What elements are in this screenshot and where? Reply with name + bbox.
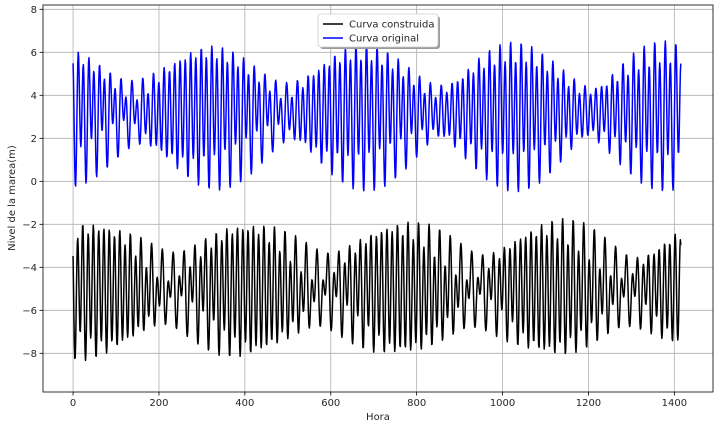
y-axis-label: Nivel de la marea(m) [7,145,18,251]
y-tick-label: −8 [22,349,37,360]
y-tick-label: 6 [31,48,37,59]
plot-frame [42,4,714,393]
y-tick-label: −2 [22,220,37,231]
legend-box [317,13,439,48]
x-tick-label: 600 [321,398,340,409]
x-tick-label: 1200 [576,398,601,409]
series-layer [72,40,682,362]
axis-ticks: 0 200 400 600 800 1000 1200 1400 −8 −6 −4 −2 0 2 4 6 8 [22,5,687,409]
y-tick-label: −4 [22,263,37,274]
grid [43,5,713,392]
series-line-2 [72,40,682,193]
legend: Curva construida Curva original [317,13,440,49]
legend-label-2: Curva original [349,34,419,45]
legend-label-1: Curva construida [349,20,434,31]
y-tick-label: 4 [31,91,37,102]
y-tick-label: 8 [31,5,37,16]
x-tick-label: 0 [70,398,76,409]
y-tick-label: 2 [31,134,37,145]
x-tick-label: 400 [235,398,254,409]
x-tick-label: 200 [149,398,168,409]
series-line-1 [72,217,682,362]
y-tick-label: 0 [31,177,37,188]
x-tick-label: 800 [407,398,426,409]
x-tick-label: 1000 [490,398,515,409]
x-tick-label: 1400 [662,398,687,409]
x-axis-label: Hora [366,412,390,423]
y-tick-label: −6 [22,306,37,317]
